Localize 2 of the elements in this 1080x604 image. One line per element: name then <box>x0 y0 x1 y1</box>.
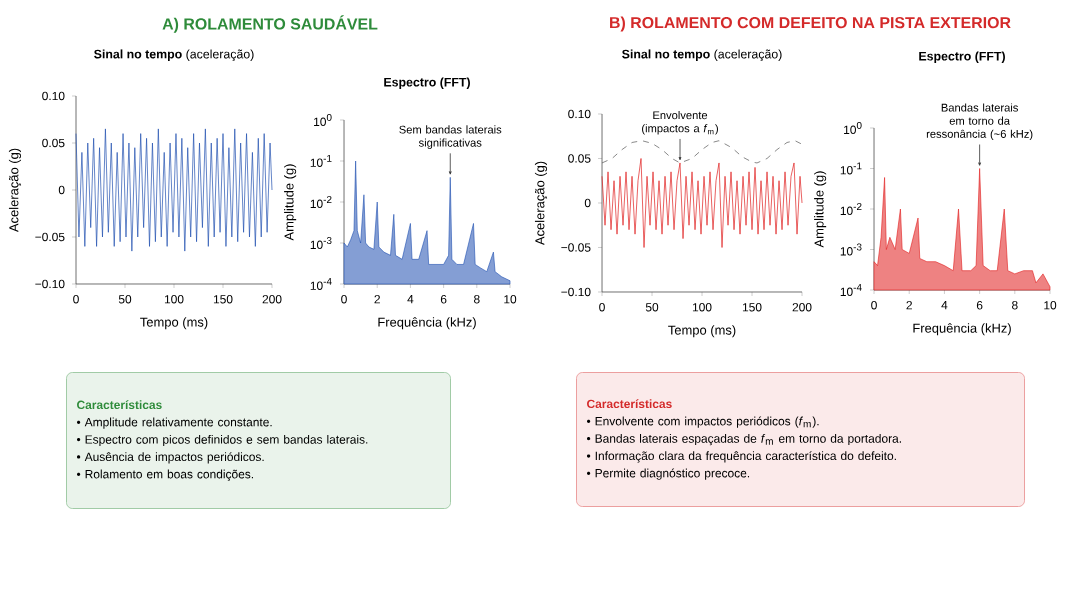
line-series <box>601 158 803 248</box>
line-series <box>75 128 273 252</box>
